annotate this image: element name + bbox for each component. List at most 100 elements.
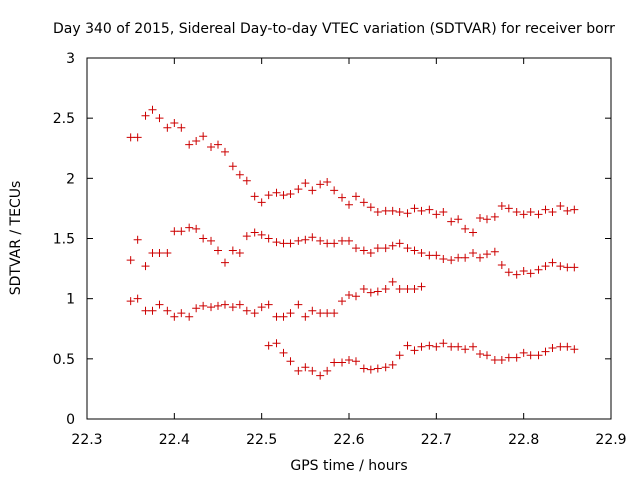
data-point bbox=[454, 253, 463, 262]
data-point bbox=[126, 256, 135, 265]
data-point bbox=[338, 358, 347, 367]
data-point bbox=[301, 235, 310, 244]
data-point bbox=[264, 341, 273, 350]
data-point bbox=[548, 258, 557, 267]
data-point bbox=[359, 364, 368, 373]
data-point bbox=[242, 176, 251, 185]
data-point bbox=[490, 212, 499, 221]
data-point bbox=[381, 244, 390, 253]
y-tick-label: 3 bbox=[66, 51, 75, 67]
data-point bbox=[242, 232, 251, 241]
data-point bbox=[541, 262, 550, 271]
data-point bbox=[548, 208, 557, 217]
data-point bbox=[279, 312, 288, 321]
y-axis-title: SDTVAR / TECUs bbox=[8, 181, 24, 296]
data-point bbox=[272, 238, 281, 247]
data-point bbox=[323, 309, 332, 318]
data-point bbox=[482, 351, 491, 360]
data-point bbox=[432, 342, 441, 351]
data-point bbox=[497, 202, 506, 211]
data-point bbox=[447, 342, 456, 351]
data-point bbox=[170, 118, 179, 127]
data-point bbox=[126, 297, 135, 306]
data-point bbox=[316, 309, 325, 318]
data-point bbox=[476, 214, 484, 223]
data-point bbox=[482, 250, 491, 259]
data-point bbox=[192, 224, 201, 233]
data-point bbox=[163, 306, 172, 315]
data-point bbox=[170, 312, 179, 321]
data-point bbox=[286, 309, 295, 318]
y-tick-label: 2.5 bbox=[53, 111, 75, 127]
data-point bbox=[526, 269, 535, 278]
data-point bbox=[141, 306, 150, 315]
data-point bbox=[556, 342, 565, 351]
data-point bbox=[439, 339, 448, 348]
data-point bbox=[228, 303, 237, 312]
data-point bbox=[177, 309, 186, 318]
y-tick-label: 1.5 bbox=[53, 232, 75, 248]
series-4 bbox=[264, 339, 579, 380]
data-point bbox=[563, 342, 572, 351]
data-point bbox=[199, 234, 208, 243]
data-point bbox=[214, 246, 222, 255]
series-3 bbox=[126, 277, 426, 321]
data-point bbox=[272, 312, 281, 321]
data-point bbox=[345, 291, 353, 300]
data-point bbox=[366, 248, 375, 257]
data-point bbox=[228, 162, 237, 171]
data-point bbox=[141, 111, 150, 120]
data-point bbox=[228, 246, 237, 255]
data-point bbox=[242, 306, 251, 315]
data-point bbox=[330, 309, 339, 318]
data-point bbox=[192, 304, 201, 313]
data-point bbox=[163, 123, 172, 132]
data-point bbox=[526, 208, 535, 217]
data-point bbox=[417, 206, 426, 215]
data-point bbox=[366, 203, 375, 212]
data-point bbox=[432, 251, 441, 260]
data-point bbox=[301, 363, 310, 372]
data-point bbox=[534, 351, 543, 360]
data-point bbox=[177, 227, 186, 236]
data-point bbox=[351, 292, 360, 301]
data-point bbox=[425, 251, 434, 260]
data-point bbox=[570, 345, 579, 354]
data-point bbox=[395, 285, 404, 294]
data-point bbox=[286, 357, 295, 366]
data-point bbox=[351, 192, 360, 201]
data-point bbox=[235, 170, 244, 179]
data-point bbox=[534, 265, 543, 274]
data-point bbox=[469, 342, 478, 351]
x-tick-label: 22.4 bbox=[159, 432, 190, 448]
y-tick-label: 1 bbox=[66, 292, 75, 308]
data-point bbox=[330, 239, 339, 248]
data-point bbox=[570, 205, 579, 214]
x-axis: 22.3 22.4 22.5 22.6 22.7 22.8 22.9 bbox=[71, 58, 627, 448]
data-point bbox=[425, 205, 434, 214]
data-point bbox=[308, 233, 317, 242]
y-tick-label: 2 bbox=[66, 171, 75, 187]
data-point bbox=[279, 239, 288, 248]
data-point bbox=[403, 209, 412, 218]
data-point bbox=[148, 248, 157, 257]
data-point bbox=[417, 248, 426, 257]
data-point bbox=[279, 348, 288, 357]
data-point bbox=[504, 204, 513, 213]
data-point bbox=[519, 266, 528, 275]
data-point bbox=[351, 244, 360, 253]
data-point bbox=[373, 208, 382, 217]
data-point bbox=[534, 210, 543, 219]
data-point bbox=[395, 208, 404, 217]
data-point bbox=[207, 303, 216, 312]
data-point bbox=[359, 198, 368, 207]
data-point bbox=[272, 339, 281, 348]
data-point bbox=[403, 244, 412, 253]
data-point bbox=[301, 179, 310, 188]
data-point bbox=[294, 185, 303, 194]
data-point bbox=[294, 236, 303, 245]
data-point bbox=[177, 123, 186, 132]
data-point bbox=[366, 365, 375, 374]
data-point bbox=[286, 239, 295, 248]
